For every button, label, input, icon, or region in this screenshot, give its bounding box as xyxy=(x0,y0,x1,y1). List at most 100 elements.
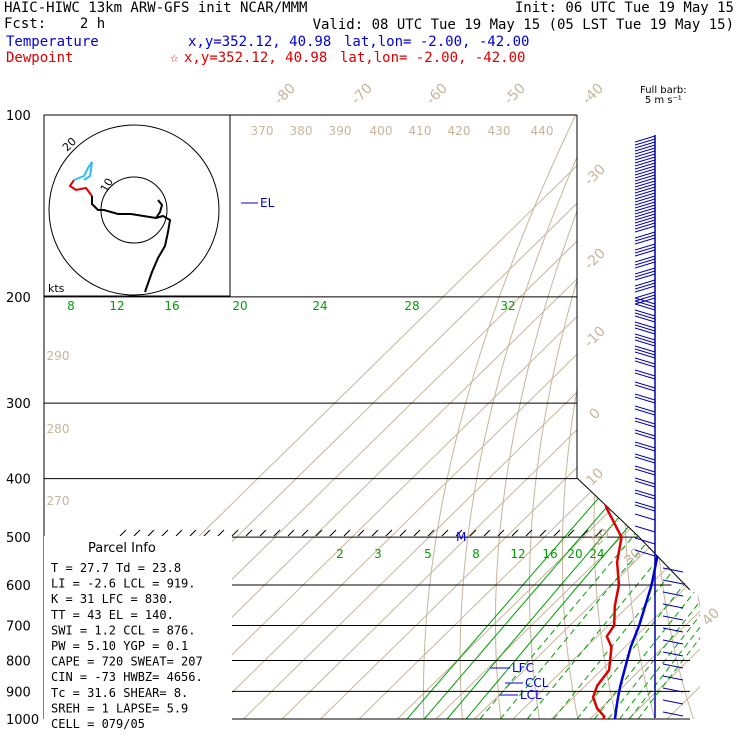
isotherm-label: -10 xyxy=(581,323,608,350)
mixing-ratio-line xyxy=(526,268,700,720)
wind-barb xyxy=(634,420,656,428)
pressure-label: 200 xyxy=(6,291,31,306)
mixing-ratio-label: 8 xyxy=(67,299,75,313)
wind-barb xyxy=(634,360,656,368)
forecast-hour: Fcst: 2 h xyxy=(4,16,106,32)
hodograph-trace-red xyxy=(68,179,93,197)
freezing-hatch-mark xyxy=(189,529,197,537)
isotherm-line xyxy=(666,115,700,720)
wind-barb xyxy=(634,309,656,317)
freezing-hatch-mark xyxy=(287,529,295,537)
temperature-profile xyxy=(613,115,700,720)
isotherm-label: -40 xyxy=(579,80,606,107)
ccl-marker-label: CCL xyxy=(525,676,549,690)
wind-barb xyxy=(634,210,656,218)
isotherm-line xyxy=(243,115,700,720)
wind-barb xyxy=(634,285,656,293)
freezing-hatch-mark xyxy=(301,529,309,537)
freezing-hatch-mark xyxy=(483,529,491,537)
theta-label: 380 xyxy=(290,124,313,138)
wind-barb xyxy=(634,192,656,200)
parcel-row: LI = -2.6 LCL = 919. xyxy=(51,577,196,591)
wind-barb xyxy=(634,549,656,557)
wind-barb xyxy=(634,321,656,329)
wind-barb xyxy=(634,327,656,335)
wind-barb xyxy=(634,303,656,311)
wind-barb xyxy=(634,267,656,275)
wind-barb xyxy=(634,273,656,281)
wind-barb xyxy=(662,591,684,597)
mixing-ratio-label: 5 xyxy=(424,547,432,561)
freezing-hatch-mark xyxy=(133,529,141,537)
freezing-hatch-mark xyxy=(245,529,253,537)
mixing-ratio-line xyxy=(479,268,700,720)
wind-barb xyxy=(662,711,684,717)
model-title: HAIC-HIWC 13km ARW-GFS init NCAR/MMM xyxy=(4,0,308,16)
wind-barb xyxy=(662,699,684,705)
wind-barb xyxy=(634,315,656,323)
wind-barb xyxy=(662,651,684,657)
star-icon: ☆ xyxy=(170,50,179,66)
dewpoint-label: Dewpoint xyxy=(6,50,74,66)
wind-barb xyxy=(634,444,656,452)
hodograph-trace-hook xyxy=(155,199,164,219)
freezing-hatch-mark xyxy=(413,529,421,537)
el-marker-label: EL xyxy=(260,196,275,210)
isotherm-line xyxy=(281,115,700,720)
wind-barb xyxy=(634,186,656,194)
wind-barb xyxy=(634,153,656,161)
theta-label: 430 xyxy=(488,124,511,138)
wind-barb xyxy=(634,156,656,164)
freezing-hatch-mark xyxy=(469,529,477,537)
wind-barb xyxy=(634,432,656,440)
wind-barb xyxy=(662,675,684,681)
isotherm-label: -70 xyxy=(348,80,375,107)
mixing-ratio-line xyxy=(637,268,700,720)
theta-label: 410 xyxy=(409,124,432,138)
isotherm-label: 10 xyxy=(583,465,607,489)
wind-barb xyxy=(634,279,656,287)
mixing-ratio-label: 24 xyxy=(589,547,604,561)
wind-barb xyxy=(634,453,656,461)
wind-barb xyxy=(662,603,684,609)
m-marker-label: M xyxy=(456,530,466,544)
wind-barb xyxy=(634,147,656,155)
isotherm-line xyxy=(628,115,700,720)
pressure-label: 900 xyxy=(6,685,31,700)
parcel-row: CIN = -73 HWBZ= 4656. xyxy=(51,670,203,684)
mixing-ratio-label: 20 xyxy=(567,547,582,561)
right-frame-diagonal xyxy=(576,477,691,591)
wind-barb xyxy=(634,183,656,191)
isotherm-label: -20 xyxy=(581,245,608,272)
temperature-latlon: lat,lon= -2.00, -42.00 xyxy=(344,34,530,50)
wind-barb xyxy=(634,417,656,425)
isotherm-label: -50 xyxy=(501,80,528,107)
mixing-ratio-label: 16 xyxy=(164,299,179,313)
parcel-row: SWI = 1.2 CCL = 876. xyxy=(51,623,196,637)
freezing-hatch-mark xyxy=(455,529,463,537)
mixing-ratio-line xyxy=(465,268,700,720)
wind-barb xyxy=(634,477,656,485)
wind-barb xyxy=(634,207,656,215)
wind-barb xyxy=(634,465,656,473)
theta-label: 440 xyxy=(531,124,554,138)
mixing-ratio-line xyxy=(594,268,700,720)
theta-label: 270 xyxy=(47,494,70,508)
wind-barb xyxy=(634,270,656,278)
dewpoint-latlon: lat,lon= -2.00, -42.00 xyxy=(340,50,526,66)
wind-barb xyxy=(662,663,684,669)
freezing-hatch-mark xyxy=(217,529,225,537)
pressure-label: 700 xyxy=(6,619,31,634)
wind-barb xyxy=(634,198,656,206)
wind-barb xyxy=(634,174,656,182)
isotherm-label: 40 xyxy=(699,605,723,629)
wind-barb xyxy=(634,357,656,365)
isotherm-line xyxy=(397,115,700,720)
wind-barb xyxy=(634,255,656,263)
wind-barb xyxy=(634,168,656,176)
wind-barb xyxy=(634,138,656,146)
dry-adiabat-line xyxy=(495,115,616,720)
wind-barb xyxy=(634,204,656,212)
wind-barb xyxy=(634,222,656,230)
